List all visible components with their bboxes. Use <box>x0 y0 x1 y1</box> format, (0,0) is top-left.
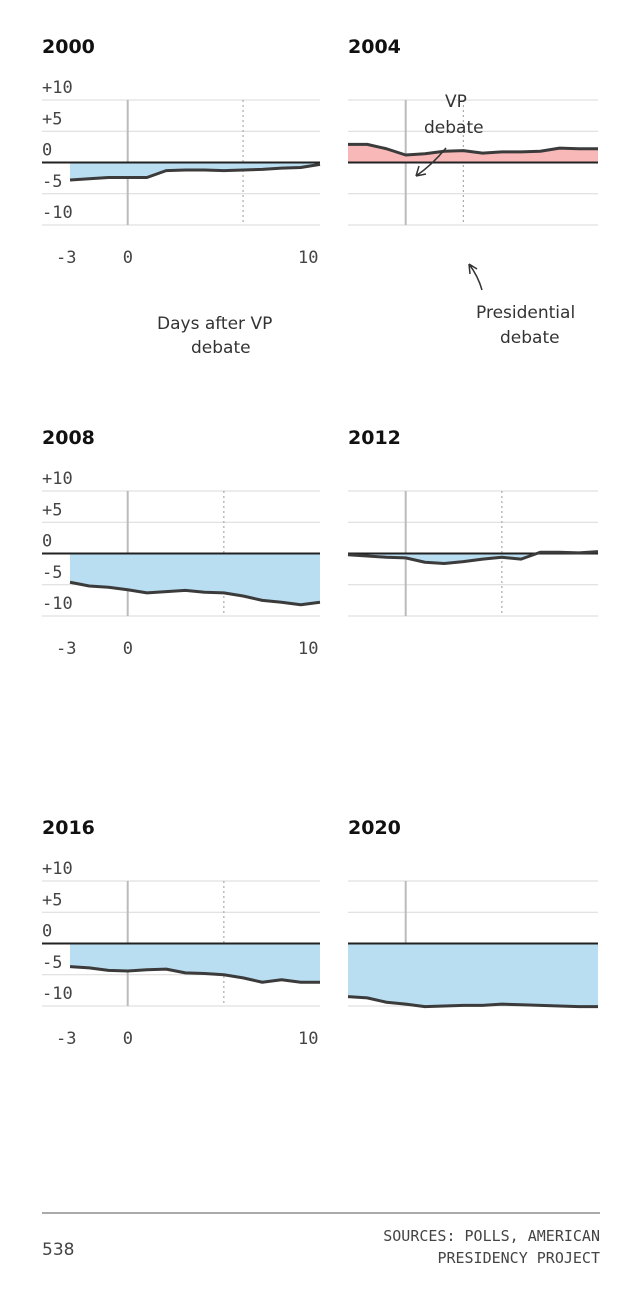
x-tick-label: 10 <box>298 1029 318 1049</box>
y-tick-label: +5 <box>42 109 62 129</box>
y-tick-label: +5 <box>42 500 62 520</box>
annotation-days-line1: Days after VP <box>157 314 272 334</box>
x-tick-label: 10 <box>298 639 318 659</box>
panel-2016: 2016 +10 +5 0 -5 -10 -3 0 10 <box>42 817 320 1049</box>
y-tick-label: +10 <box>42 859 73 879</box>
panel-title: 2020 <box>348 817 401 839</box>
x-tick-label: -3 <box>56 639 76 659</box>
y-tick-label: +10 <box>42 469 73 489</box>
series-line <box>69 162 321 182</box>
y-tick-label: -5 <box>42 953 62 973</box>
sources-line-2: PRESIDENCY PROJECT <box>437 1249 600 1267</box>
panel-2012: 2012 <box>347 427 599 617</box>
y-tick-label: -10 <box>42 594 73 614</box>
footer-rule <box>42 1212 600 1214</box>
annotation-days-line2: debate <box>191 338 251 358</box>
panel-2020: 2020 <box>347 817 598 1009</box>
annotation-vp-line2: debate <box>424 118 484 138</box>
panel-title: 2000 <box>42 36 95 58</box>
x-tick-label: 10 <box>298 248 318 268</box>
series-line <box>347 550 599 565</box>
area-negative <box>70 943 320 983</box>
y-tick-label: 0 <box>42 141 52 161</box>
area-negative <box>70 553 320 605</box>
vp-arrow-icon <box>415 147 447 177</box>
sources-line-1: SOURCES: POLLS, AMERICAN <box>383 1227 600 1245</box>
area-positive <box>348 144 598 163</box>
y-tick-label: +5 <box>42 890 62 910</box>
series-line <box>69 965 320 984</box>
x-tick-label: 0 <box>123 639 133 659</box>
footer-logo: 538 <box>42 1240 75 1260</box>
y-tick-label: -10 <box>42 984 73 1004</box>
x-tick-label: 0 <box>123 1029 133 1049</box>
panel-2004: 2004 VP debate Presidential debate <box>348 36 598 348</box>
panel-title: 2016 <box>42 817 95 839</box>
footer-sources: SOURCES: POLLS, AMERICAN PRESIDENCY PROJ… <box>383 1225 600 1269</box>
y-tick-label: +10 <box>42 78 73 98</box>
area-negative <box>348 943 598 1006</box>
panel-title: 2004 <box>348 36 401 58</box>
series-line <box>347 995 598 1009</box>
series-line <box>348 142 598 157</box>
panel-2008: 2008 +10 +5 0 -5 -10 -3 0 10 <box>42 427 321 659</box>
area-negative <box>348 553 598 564</box>
annotation-presidential-line2: debate <box>500 328 560 348</box>
y-tick-label: -5 <box>42 172 62 192</box>
x-tick-label: -3 <box>56 1029 76 1049</box>
x-tick-label: -3 <box>56 248 76 268</box>
y-tick-label: -10 <box>42 203 73 223</box>
series-line <box>69 580 321 607</box>
x-tick-label: 0 <box>123 248 133 268</box>
panel-title: 2008 <box>42 427 95 449</box>
panel-title: 2012 <box>348 427 401 449</box>
presidential-arrow-icon <box>468 263 483 291</box>
y-tick-label: -5 <box>42 563 62 583</box>
panel-2000: 2000 +10 +5 0 -5 -10 -3 0 10 Days after VP debate <box>42 36 321 358</box>
annotation-presidential-line1: Presidential <box>476 303 575 323</box>
annotation-vp-line1: VP <box>445 92 467 112</box>
y-tick-label: 0 <box>42 922 52 942</box>
area-negative <box>70 162 320 180</box>
y-tick-label: 0 <box>42 532 52 552</box>
